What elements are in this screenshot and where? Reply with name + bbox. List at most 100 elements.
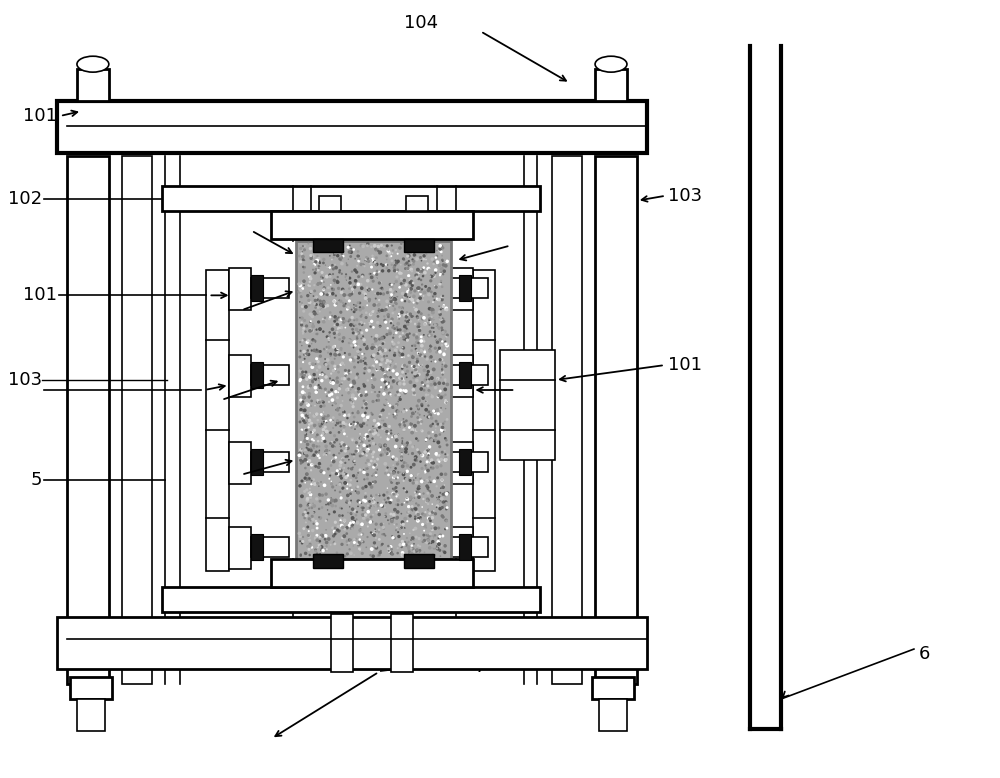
Point [393, 507, 409, 520]
Point [356, 512, 372, 524]
Point [434, 365, 450, 377]
Point [344, 484, 360, 496]
Point [389, 368, 405, 380]
Point [410, 428, 426, 440]
Point [410, 482, 426, 495]
Point [377, 419, 393, 431]
Point [310, 394, 326, 406]
Point [376, 539, 392, 552]
Point [312, 531, 328, 543]
Point [409, 253, 425, 265]
Point [382, 344, 398, 356]
Point [316, 315, 332, 328]
Point [368, 354, 384, 366]
Point [303, 429, 319, 442]
Point [296, 322, 312, 335]
Point [364, 342, 380, 354]
Point [325, 412, 341, 424]
Point [322, 349, 338, 362]
Point [405, 542, 421, 555]
Point [433, 275, 449, 287]
Point [319, 513, 335, 526]
Point [401, 250, 417, 262]
Point [360, 374, 376, 387]
Point [300, 344, 316, 356]
Point [352, 253, 368, 265]
Point [362, 257, 378, 269]
Point [361, 454, 377, 466]
Point [369, 297, 385, 310]
Point [414, 398, 430, 411]
Point [317, 543, 333, 555]
Point [350, 394, 366, 406]
Point [360, 414, 376, 426]
Point [344, 286, 360, 298]
Point [364, 516, 380, 528]
Point [340, 442, 356, 454]
Point [364, 362, 380, 374]
Point [363, 257, 379, 269]
Point [421, 329, 437, 342]
Point [414, 377, 430, 389]
Point [310, 477, 326, 489]
Point [392, 384, 408, 397]
Point [418, 248, 434, 261]
Point [389, 398, 405, 411]
Point [392, 419, 408, 431]
Point [397, 309, 413, 321]
Point [358, 487, 374, 499]
Point [421, 264, 437, 276]
Point [308, 386, 324, 398]
Point [347, 418, 363, 430]
Point [319, 245, 335, 258]
Point [431, 495, 447, 507]
Point [390, 389, 406, 401]
Point [317, 334, 333, 346]
Point [368, 527, 384, 540]
Point [314, 435, 330, 447]
Point [393, 267, 409, 279]
Point [362, 424, 378, 436]
Point [346, 355, 362, 367]
Point [376, 354, 392, 366]
Point [406, 339, 422, 352]
Point [359, 388, 375, 401]
Point [402, 286, 418, 299]
Point [392, 372, 408, 384]
Point [435, 268, 451, 280]
Point [355, 261, 371, 273]
Point [433, 303, 449, 316]
Point [317, 296, 333, 308]
Point [332, 516, 348, 528]
Point [406, 361, 422, 373]
Point [311, 260, 327, 272]
Point [313, 465, 329, 478]
Point [431, 278, 447, 290]
Point [367, 459, 383, 471]
Point [348, 300, 364, 312]
Point [352, 537, 368, 549]
Point [406, 503, 422, 515]
Point [365, 275, 381, 287]
Point [356, 400, 372, 412]
Point [434, 360, 450, 373]
Point [346, 434, 362, 447]
Point [312, 420, 328, 433]
Point [318, 449, 334, 461]
Point [304, 510, 320, 523]
Point [409, 266, 425, 279]
Point [410, 468, 426, 481]
Point [381, 360, 397, 373]
Point [363, 511, 379, 524]
Point [434, 254, 450, 266]
Point [364, 363, 380, 375]
Point [396, 291, 412, 303]
Point [386, 338, 402, 350]
Point [294, 245, 310, 258]
Point [409, 454, 425, 467]
Point [331, 289, 347, 302]
Point [339, 538, 355, 551]
Point [336, 428, 352, 440]
Point [325, 522, 341, 534]
Point [439, 255, 455, 268]
